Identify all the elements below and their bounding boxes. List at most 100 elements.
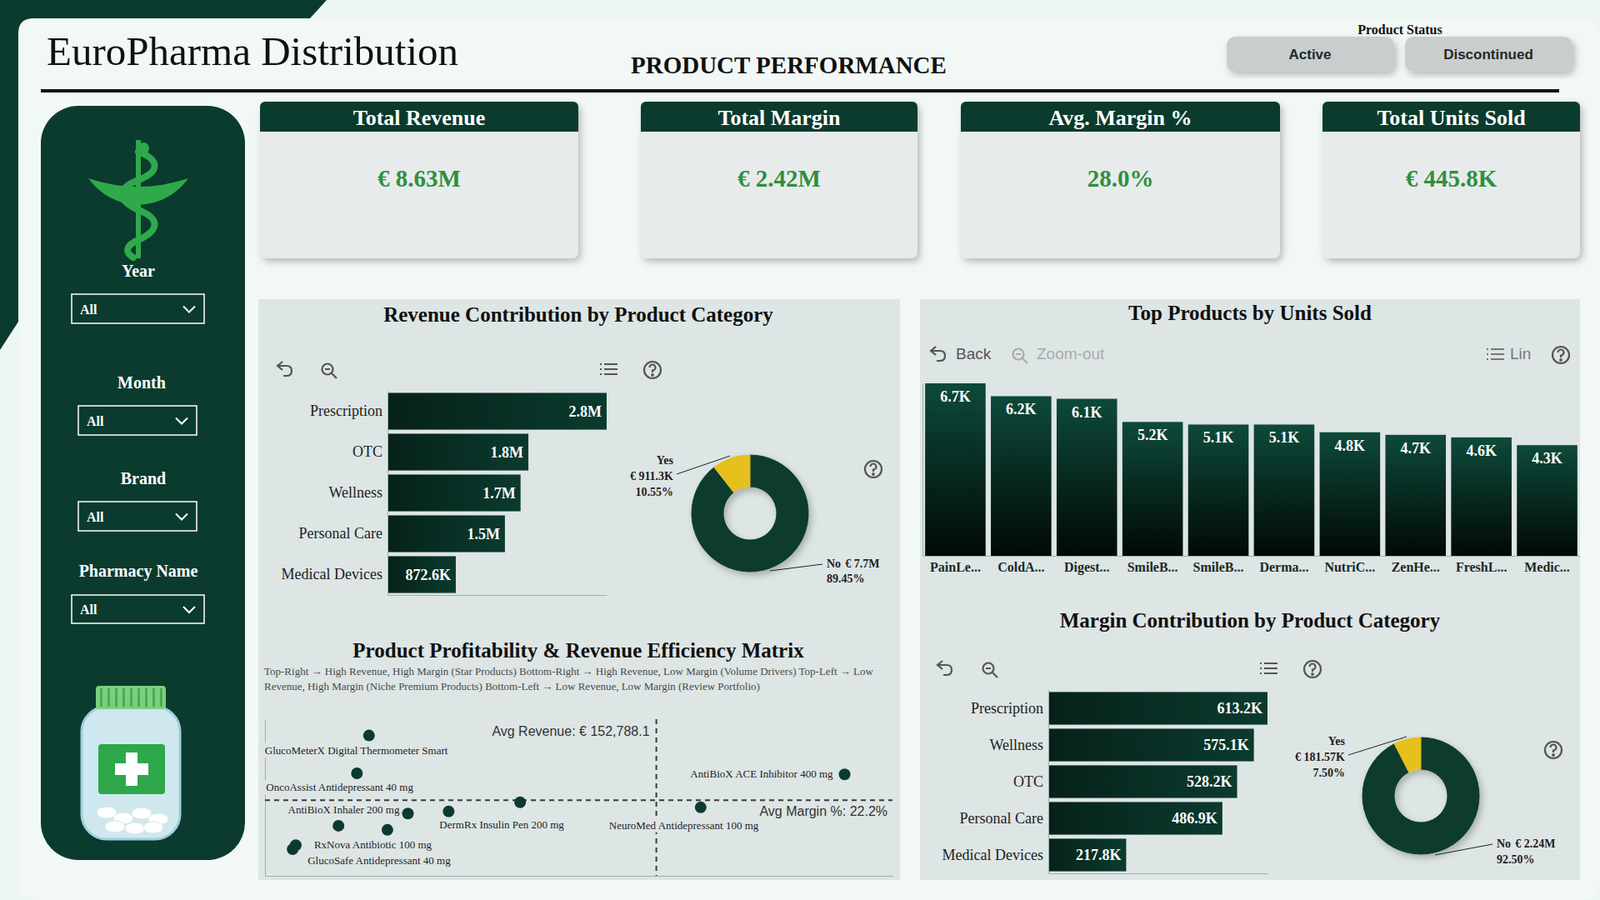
- bar: [1320, 432, 1381, 556]
- page-subtitle: PRODUCT PERFORMANCE: [630, 51, 947, 79]
- icon-part[interactable]: [1550, 745, 1557, 753]
- point: [332, 820, 345, 832]
- logo-head: [137, 142, 150, 155]
- reference-label: Avg Margin %: 22.2%: [759, 804, 888, 819]
- cap-stripe: [122, 688, 125, 707]
- help-icon[interactable]: [1304, 660, 1321, 678]
- help-icon[interactable]: [1552, 346, 1570, 364]
- point-label: OncoAssist Antidepressant 40 mg: [265, 780, 414, 794]
- page-title: EuroPharma Distribution: [46, 28, 459, 75]
- dropdown-chevron: [175, 514, 188, 520]
- icon-part[interactable]: [865, 460, 882, 478]
- data-label: 6.1K: [1071, 404, 1103, 421]
- label-patch: [437, 817, 566, 832]
- pill: [105, 820, 125, 833]
- kpi-title: Total Revenue: [353, 105, 486, 130]
- dropdown-box[interactable]: [71, 595, 205, 624]
- icon-part[interactable]: [1545, 741, 1562, 759]
- dropdown-value: All: [86, 414, 105, 429]
- label-patch: [263, 743, 450, 758]
- zoom-icon[interactable]: [983, 663, 999, 679]
- dropdown-box[interactable]: [78, 501, 197, 531]
- sidebar: [40, 105, 245, 860]
- toolbar-button[interactable]: Back: [955, 345, 992, 363]
- dropdown[interactable]: All: [78, 501, 197, 531]
- kpi-card: Avg. Margin %28.0%: [960, 101, 1280, 259]
- icon-part[interactable]: [1310, 664, 1316, 672]
- list-icon[interactable]: [1486, 349, 1505, 360]
- card-face: [260, 101, 579, 259]
- dropdown-box[interactable]: [78, 405, 197, 435]
- zoom-icon[interactable]: [322, 364, 338, 380]
- icon-part[interactable]: [277, 361, 283, 370]
- bar: [1385, 435, 1446, 556]
- bar: [1516, 445, 1578, 556]
- data-label: Yes: [656, 454, 675, 467]
- axis-line: [1049, 873, 1269, 875]
- slice: [714, 455, 750, 493]
- bar-chart: Revenue Contribution by Product Category…: [281, 303, 775, 596]
- dropdown[interactable]: All: [71, 595, 205, 624]
- kpi-value: € 445.8K: [1405, 165, 1498, 192]
- cap-stripe: [145, 688, 148, 707]
- tick-label: ColdA...: [997, 560, 1045, 575]
- back-icon[interactable]: [937, 660, 952, 675]
- icon-part[interactable]: [937, 660, 943, 670]
- icon-part[interactable]: [870, 464, 877, 473]
- data-label-part: 89.45%: [826, 572, 865, 585]
- point-label: AntiBioX ACE Inhibitor 400 mg: [690, 767, 834, 780]
- dropdown[interactable]: All: [71, 294, 205, 324]
- point-label: GlucoMeterX Digital Thermometer Smart: [265, 744, 449, 757]
- dashboard: EuroPharma Distribution PRODUCT PERFORMAN…: [0, 0, 1600, 900]
- icon-part[interactable]: [1260, 663, 1278, 674]
- bottle-icon: [81, 685, 180, 840]
- icon-part[interactable]: [325, 369, 337, 379]
- help-icon[interactable]: [644, 361, 661, 379]
- data-label: Yes: [1328, 735, 1346, 748]
- dropdown-box[interactable]: [71, 294, 205, 324]
- toolbar-button[interactable]: Lin: [1510, 345, 1531, 363]
- icon-part[interactable]: [930, 346, 936, 355]
- status-button[interactable]: Active: [1226, 36, 1395, 72]
- leader-line: [770, 564, 823, 571]
- tick: Derma...: [1259, 560, 1309, 575]
- icon-part[interactable]: [1304, 660, 1321, 678]
- button-face[interactable]: [1226, 36, 1395, 72]
- icon-part[interactable]: [1552, 754, 1555, 756]
- status-button[interactable]: Discontinued: [1405, 36, 1573, 72]
- icon-part[interactable]: [1486, 349, 1505, 360]
- dropdown[interactable]: All: [78, 405, 197, 435]
- bars: [1048, 691, 1268, 871]
- pill: [143, 821, 164, 834]
- axis-line: [265, 875, 894, 877]
- point-label: GlucoSafe Antidepressant 40 mg: [307, 854, 451, 867]
- icon-part[interactable]: [872, 473, 875, 475]
- back-icon[interactable]: [277, 361, 292, 376]
- list-icon[interactable]: [600, 364, 618, 375]
- zoom-icon[interactable]: [1013, 349, 1029, 365]
- data-label: 2.8M: [569, 403, 603, 420]
- icon-part[interactable]: [1560, 359, 1562, 361]
- icon-part[interactable]: [1552, 346, 1570, 364]
- canvas: [18, 18, 1600, 900]
- icon-part[interactable]: [651, 374, 654, 376]
- help-icon[interactable]: [1545, 741, 1562, 759]
- icon-part[interactable]: [985, 668, 998, 678]
- icon-part[interactable]: [1015, 354, 1028, 364]
- icon-part[interactable]: [650, 365, 656, 373]
- toolbar-button[interactable]: Zoom-out: [1036, 345, 1105, 363]
- data-label-part: Yes: [656, 454, 675, 467]
- list-icon[interactable]: [1260, 663, 1278, 674]
- icon-part[interactable]: [1558, 350, 1565, 359]
- bar: [1122, 421, 1184, 556]
- data-label: 4.8K: [1335, 437, 1366, 455]
- icon-part[interactable]: [600, 364, 618, 375]
- label-patch: [688, 766, 835, 781]
- icon-part[interactable]: [1311, 673, 1314, 675]
- button-face[interactable]: [1405, 36, 1573, 72]
- help-icon[interactable]: [865, 460, 882, 478]
- icon-part[interactable]: [644, 361, 661, 379]
- back-icon[interactable]: [930, 346, 945, 361]
- cap-stripe: [130, 688, 133, 707]
- tick: Wellness: [328, 484, 383, 501]
